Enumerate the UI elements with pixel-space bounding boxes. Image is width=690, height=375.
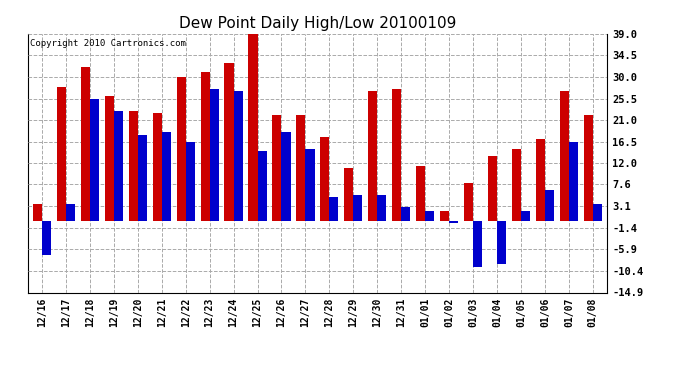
Bar xyxy=(560,92,569,221)
Bar xyxy=(401,207,411,221)
Bar xyxy=(33,204,42,221)
Text: Copyright 2010 Cartronics.com: Copyright 2010 Cartronics.com xyxy=(30,39,186,48)
Bar xyxy=(273,116,282,221)
Bar xyxy=(353,195,362,221)
Bar xyxy=(152,113,161,221)
Bar xyxy=(377,195,386,221)
Bar xyxy=(248,34,257,221)
Bar xyxy=(105,96,114,221)
Bar xyxy=(521,211,530,221)
Bar xyxy=(186,142,195,221)
Bar xyxy=(344,168,353,221)
Bar xyxy=(593,204,602,221)
Bar xyxy=(449,221,458,224)
Bar xyxy=(306,149,315,221)
Bar xyxy=(257,152,266,221)
Bar xyxy=(210,89,219,221)
Title: Dew Point Daily High/Low 20100109: Dew Point Daily High/Low 20100109 xyxy=(179,16,456,31)
Bar xyxy=(201,72,210,221)
Bar xyxy=(440,211,449,221)
Bar xyxy=(90,99,99,221)
Bar xyxy=(81,68,90,221)
Bar xyxy=(234,92,243,221)
Bar xyxy=(161,132,171,221)
Bar xyxy=(512,149,521,221)
Bar xyxy=(296,116,306,221)
Bar xyxy=(138,135,147,221)
Bar xyxy=(545,190,554,221)
Bar xyxy=(464,183,473,221)
Bar xyxy=(320,137,329,221)
Bar xyxy=(473,221,482,267)
Bar xyxy=(42,221,51,255)
Bar xyxy=(224,63,234,221)
Bar xyxy=(584,116,593,221)
Bar xyxy=(488,156,497,221)
Bar xyxy=(392,89,401,221)
Bar xyxy=(416,166,425,221)
Bar xyxy=(282,132,290,221)
Bar xyxy=(177,77,186,221)
Bar xyxy=(66,204,75,221)
Bar xyxy=(569,142,578,221)
Bar xyxy=(536,140,545,221)
Bar xyxy=(128,111,138,221)
Bar xyxy=(368,92,377,221)
Bar xyxy=(497,221,506,264)
Bar xyxy=(114,111,123,221)
Bar xyxy=(425,211,434,221)
Bar xyxy=(57,87,66,221)
Bar xyxy=(329,197,339,221)
